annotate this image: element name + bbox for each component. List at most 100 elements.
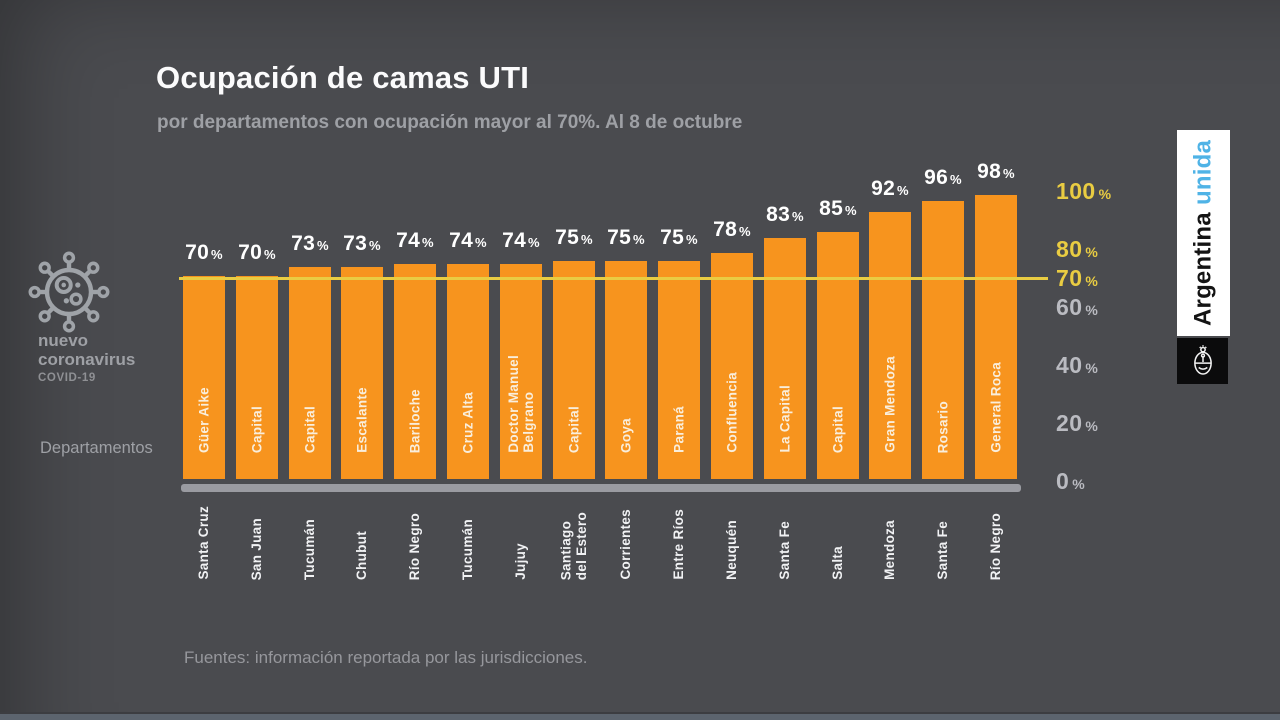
bar-neuquén: 78% Confluencia: [711, 218, 753, 479]
bar-department-label: Rosario: [935, 400, 951, 453]
bar-tucumán: 73% Capital: [289, 232, 331, 479]
bar-santa-fe: 83% La Capital: [764, 203, 806, 479]
x-axis-title: Departamentos: [40, 439, 153, 457]
province-label: Entre Ríos: [671, 509, 687, 580]
bar-value-label: 74%: [502, 229, 540, 252]
y-tick-100: 100%: [1056, 178, 1112, 204]
bottom-strip: [0, 712, 1280, 720]
bar-salta: 85% Capital: [817, 197, 859, 479]
province-cell: Corrientes: [605, 495, 647, 580]
banner-unida-text: unida: [1189, 140, 1217, 206]
province-label: Chubut: [354, 530, 370, 580]
bar-value-label: 85%: [819, 197, 857, 220]
province-label: Santa Cruz: [196, 506, 212, 580]
bar-río-negro: 98% General Roca: [975, 160, 1017, 479]
province-cell: Santa Fe: [764, 495, 806, 580]
province-row: Santa Cruz San Juan Tucumán Chubut Río Negro…: [183, 495, 1017, 580]
reference-line-70: [179, 277, 1048, 280]
bar-entre-ríos: 75% Paraná: [658, 226, 700, 479]
province-label: San Juan: [249, 517, 265, 580]
province-cell: Río Negro: [975, 495, 1017, 580]
bar-jujuy: 74% Doctor Manuel Belgrano: [500, 229, 542, 479]
bar-santa-cruz: 70% Güer Aike: [183, 241, 225, 479]
coronavirus-icon: [28, 251, 110, 333]
province-label: Jujuy: [513, 543, 529, 580]
bar-department-label: La Capital: [777, 385, 793, 453]
province-cell: San Juan: [236, 495, 278, 580]
bar-value-label: 92%: [871, 177, 909, 200]
province-cell: Tucumán: [447, 495, 489, 580]
bar-corrientes: 75% Goya: [605, 226, 647, 479]
bar-department-label: Bariloche: [407, 388, 423, 453]
bar-department-label: Capital: [249, 405, 265, 453]
page-subtitle: por departamentos con ocupación mayor al…: [157, 112, 743, 133]
province-label: Salta: [830, 546, 846, 580]
bar-department-label: Güer Aike: [196, 387, 212, 453]
province-cell: Santiago del Estero: [553, 495, 595, 580]
bar-department-label: General Roca: [988, 362, 1004, 453]
bar-río-negro: 74% Bariloche: [394, 229, 436, 479]
province-label: Santiago del Estero: [558, 511, 589, 580]
bar-department-label: Confluencia: [724, 372, 740, 453]
province-cell: Entre Ríos: [658, 495, 700, 580]
bar-value-label: 83%: [766, 203, 804, 226]
province-cell: Salta: [817, 495, 859, 580]
bar-value-label: 74%: [396, 229, 434, 252]
brand-covid19: COVID-19: [38, 372, 96, 384]
y-tick-60: 60%: [1056, 294, 1099, 320]
bar-department-label: Capital: [302, 405, 318, 453]
brand-nuevo: nuevo: [38, 331, 89, 350]
province-cell: Mendoza: [869, 495, 911, 580]
bar-value-label: 74%: [449, 229, 487, 252]
page-title: Ocupación de camas UTI: [156, 60, 530, 95]
bar-value-label: 78%: [713, 218, 751, 241]
y-tick-0: 0%: [1056, 468, 1086, 494]
bar-department-label: Goya: [618, 418, 634, 453]
source-note: Fuentes: información reportada por las j…: [184, 648, 588, 667]
bar-department-label: Capital: [566, 405, 582, 453]
argentina-unida-banner: Argentina unida: [1177, 130, 1230, 336]
bar-value-label: 73%: [291, 232, 329, 255]
province-cell: Neuquén: [711, 495, 753, 580]
banner-argentina-text: Argentina: [1189, 212, 1217, 326]
province-cell: Santa Cruz: [183, 495, 225, 580]
province-cell: Chubut: [341, 495, 383, 580]
province-label: Neuquén: [724, 520, 740, 580]
argentina-coat-of-arms-icon: [1193, 345, 1212, 375]
bar-san-juan: 70% Capital: [236, 241, 278, 479]
plot-area: 70% Güer Aike 70% Capital 73% Capital 73% Escal…: [183, 160, 1017, 479]
brand-coronavirus: coronavirus: [38, 350, 136, 369]
province-label: Tucumán: [460, 518, 476, 580]
bar-value-label: 75%: [660, 226, 698, 249]
bar-value-label: 96%: [924, 166, 962, 189]
bar-tucumán: 74% Cruz Alta: [447, 229, 489, 479]
province-cell: Santa Fe: [922, 495, 964, 580]
province-label: Río Negro: [988, 512, 1004, 580]
brand-text: nuevo coronavirus: [38, 331, 135, 369]
province-cell: Tucumán: [289, 495, 331, 580]
bar-santa-fe: 96% Rosario: [922, 166, 964, 479]
province-cell: Jujuy: [500, 495, 542, 580]
province-label: Santa Fe: [935, 521, 951, 580]
bar-department-label: Doctor Manuel Belgrano: [505, 355, 536, 453]
bar-department-label: Paraná: [671, 406, 687, 453]
bar-value-label: 70%: [238, 241, 276, 264]
y-axis: 100% 80% 70% 60% 40% 20% 0%: [1056, 0, 1146, 500]
coat-of-arms-badge: [1177, 338, 1228, 384]
province-label: Tucumán: [302, 518, 318, 580]
y-tick-20: 20%: [1056, 410, 1099, 436]
province-cell: Río Negro: [394, 495, 436, 580]
bar-department-label: Gran Mendoza: [882, 356, 898, 453]
bar-value-label: 70%: [185, 241, 223, 264]
province-label: Corrientes: [618, 509, 634, 580]
y-tick-70: 70%: [1056, 265, 1099, 291]
province-label: Santa Fe: [777, 521, 793, 580]
bar-chubut: 73% Escalante: [341, 232, 383, 479]
bar-value-label: 73%: [343, 232, 381, 255]
bar-value-label: 98%: [977, 160, 1015, 183]
bar-department-label: Escalante: [354, 387, 370, 453]
province-label: Mendoza: [882, 520, 898, 580]
bar-mendoza: 92% Gran Mendoza: [869, 177, 911, 479]
bar-santiago-del-estero: 75% Capital: [553, 226, 595, 479]
